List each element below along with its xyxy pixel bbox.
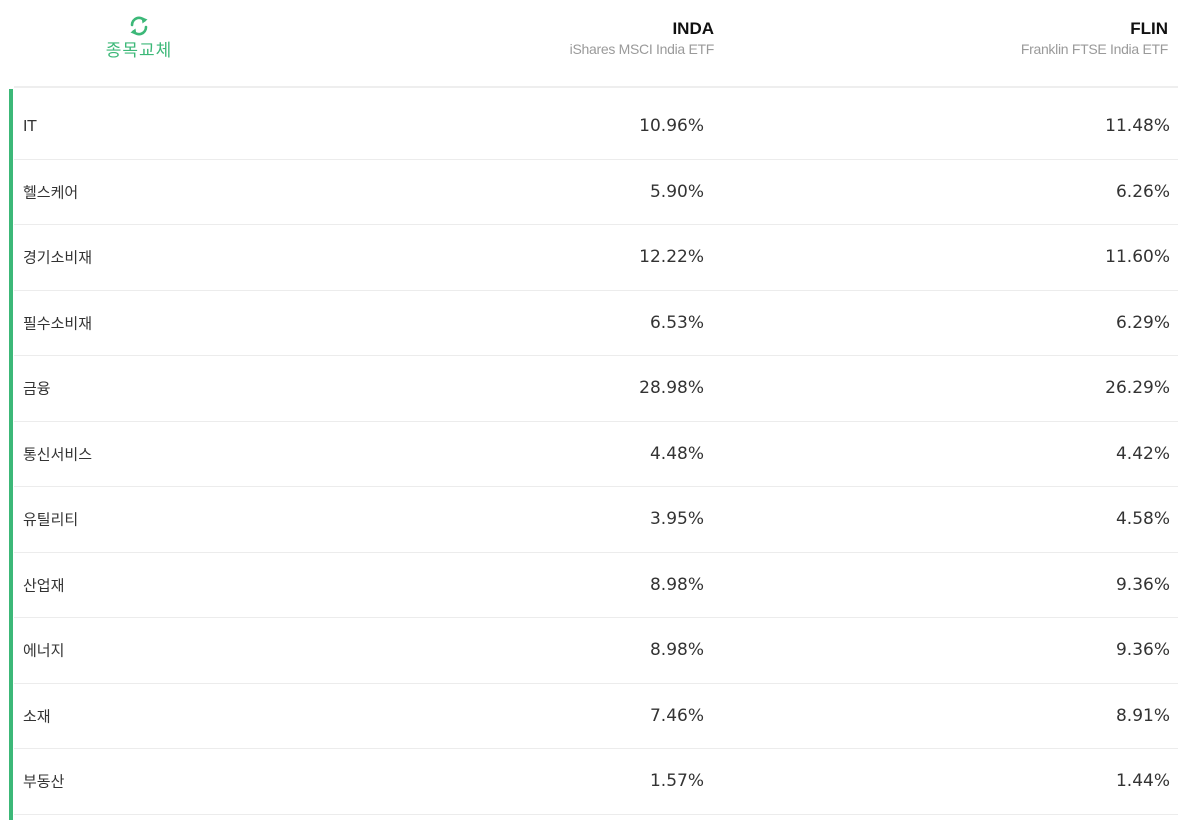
inda-weight: 7.46%	[649, 705, 704, 726]
flin-weight: 8.91%	[1115, 705, 1170, 726]
sector-label: 산업재	[23, 576, 65, 595]
inda-weight: 10.96%	[639, 116, 704, 137]
inda-weight: 12.22%	[639, 247, 704, 268]
sector-label: 소재	[23, 707, 51, 726]
fund-ticker: INDA	[672, 19, 714, 38]
sector-label: 에너지	[23, 641, 65, 660]
comparison-header: 종목교체 INDA iShares MSCI India ETF FLIN Fr…	[0, 0, 1200, 86]
accent-bar	[9, 89, 13, 820]
fund-name: Franklin FTSE India ETF	[1020, 41, 1168, 57]
inda-weight: 4.48%	[649, 443, 704, 464]
flin-weight: 4.58%	[1115, 509, 1170, 530]
flin-weight: 11.60%	[1105, 247, 1170, 268]
sector-label: IT	[23, 117, 37, 136]
table-row: 헬스케어 5.90% 6.26%	[14, 160, 1178, 225]
sector-label: 경기소비재	[23, 248, 93, 267]
flin-weight: 26.29%	[1105, 378, 1170, 399]
sector-label: 금융	[23, 379, 51, 398]
flin-weight: 6.29%	[1115, 312, 1170, 333]
table-row: 유틸리티 3.95% 4.58%	[14, 487, 1178, 553]
table-row: 필수소비재 6.53% 6.29%	[14, 291, 1178, 356]
flin-weight: 4.42%	[1115, 443, 1170, 464]
inda-weight: 8.98%	[649, 574, 704, 595]
flin-weight: 1.44%	[1115, 771, 1170, 792]
header-divider	[14, 86, 1178, 88]
sector-weights-table: IT 10.96% 11.48% 헬스케어 5.90% 6.26% 경기소비재 …	[14, 94, 1178, 815]
sector-label: 필수소비재	[23, 314, 93, 333]
inda-weight: 6.53%	[649, 312, 704, 333]
flin-weight: 9.36%	[1115, 574, 1170, 595]
inda-weight: 1.57%	[649, 771, 704, 792]
table-row: IT 10.96% 11.48%	[14, 94, 1178, 160]
flin-weight: 6.26%	[1115, 181, 1170, 202]
table-row: 에너지 8.98% 9.36%	[14, 618, 1178, 684]
inda-weight: 8.98%	[649, 640, 704, 661]
fund-ticker: FLIN	[1130, 19, 1168, 38]
fund-header-inda: INDA iShares MSCI India ETF	[569, 18, 715, 58]
sector-label: 유틸리티	[23, 510, 79, 529]
inda-weight: 3.95%	[649, 509, 704, 530]
swap-funds-button[interactable]: 종목교체	[88, 14, 190, 74]
refresh-arrows-icon	[130, 16, 148, 36]
sector-label: 부동산	[23, 772, 65, 791]
inda-weight: 5.90%	[649, 181, 704, 202]
swap-funds-label: 종목교체	[105, 41, 173, 61]
table-row: 경기소비재 12.22% 11.60%	[14, 225, 1178, 291]
inda-weight: 28.98%	[639, 378, 704, 399]
flin-weight: 9.36%	[1115, 640, 1170, 661]
sector-label: 통신서비스	[23, 445, 93, 464]
sector-label: 헬스케어	[23, 183, 79, 202]
flin-weight: 11.48%	[1105, 116, 1170, 137]
table-row: 소재 7.46% 8.91%	[14, 684, 1178, 749]
table-row: 통신서비스 4.48% 4.42%	[14, 422, 1178, 487]
fund-header-flin: FLIN Franklin FTSE India ETF	[1021, 18, 1168, 58]
table-row: 부동산 1.57% 1.44%	[14, 749, 1178, 815]
fund-name: iShares MSCI India ETF	[569, 41, 715, 57]
table-row: 금융 28.98% 26.29%	[14, 356, 1178, 422]
table-row: 산업재 8.98% 9.36%	[14, 553, 1178, 618]
